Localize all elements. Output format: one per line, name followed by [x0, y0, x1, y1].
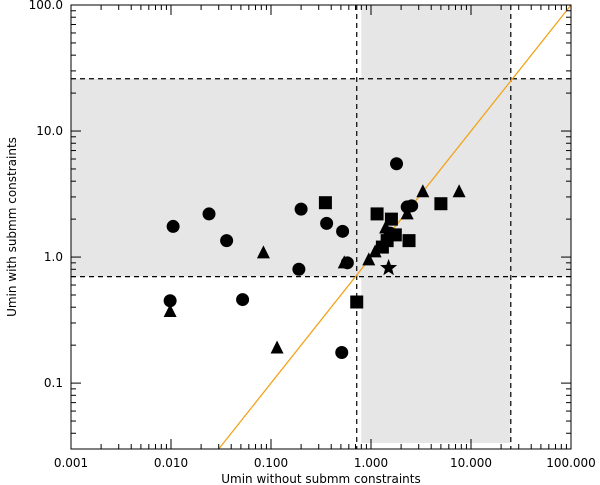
circle-point [163, 294, 177, 308]
triangle-point [337, 255, 351, 269]
x-tick-label: 10.000 [450, 456, 492, 470]
triangle-point [400, 206, 414, 220]
triangle-point [416, 184, 430, 198]
square-point [434, 197, 448, 211]
circle-point [294, 202, 308, 216]
triangle-point [368, 244, 382, 258]
shaded-bands [71, 5, 571, 443]
reference-lines [71, 5, 571, 449]
tick-labels: 0.001 0.010 0.100 1.000 10.000 100.000 0.1 1.0 1… [29, 0, 596, 470]
one-to-one-line [218, 4, 572, 450]
y-tick-label: 10.0 [36, 124, 63, 138]
x-axis-label: Umin without submm constraints [221, 472, 421, 485]
x-tick-label: 0.001 [54, 456, 88, 470]
square-point [350, 295, 364, 309]
square-point [388, 228, 402, 242]
triangle-point [256, 245, 270, 259]
triangle-point [270, 340, 284, 354]
y-axis-label: Umin with submm constraints [5, 137, 19, 317]
circle-point [220, 234, 234, 248]
triangle-point [452, 184, 466, 198]
x-tick-label: 100.000 [546, 456, 596, 470]
circle-point [292, 262, 306, 276]
plot-frame [70, 4, 572, 450]
x-tick-label: 0.010 [154, 456, 188, 470]
star-point [380, 258, 398, 276]
y-tick-label: 100.0 [29, 0, 63, 12]
data-points [163, 157, 466, 359]
axis-ticks [70, 5, 572, 450]
circle-point [202, 207, 216, 221]
square-point [370, 207, 384, 221]
triangle-point [163, 303, 177, 317]
one-to-one-diagonal [218, 4, 572, 450]
triangle-point [362, 252, 376, 266]
circle-point [320, 216, 334, 230]
y-tick-label: 0.1 [44, 376, 63, 390]
y-tick-label: 1.0 [44, 250, 63, 264]
square-point [318, 196, 332, 210]
circle-point [236, 293, 250, 307]
horizontal-shaded-band [71, 78, 571, 277]
square-point [402, 234, 416, 248]
circle-point [335, 345, 349, 359]
circle-point [336, 224, 350, 238]
square-point [384, 212, 398, 226]
circle-point [166, 219, 180, 233]
circle-point [390, 157, 404, 171]
x-tick-label: 0.100 [254, 456, 288, 470]
x-tick-label: 1.000 [354, 456, 388, 470]
